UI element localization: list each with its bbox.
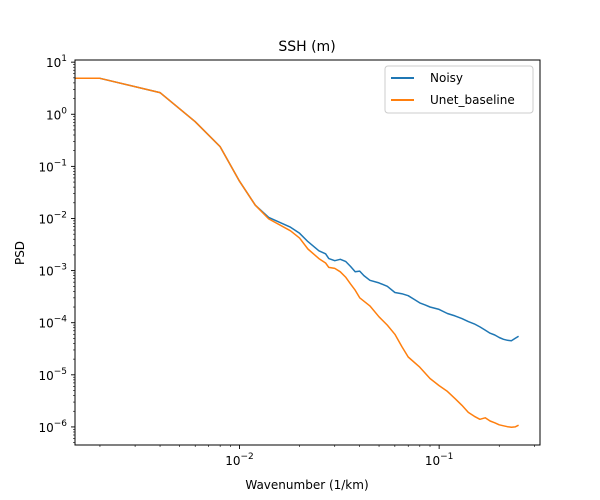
y-tick-label: 10−1 bbox=[38, 158, 67, 174]
y-axis-label: PSD bbox=[13, 241, 27, 265]
axes-frame bbox=[74, 59, 541, 446]
y-tick-label: 10−5 bbox=[38, 367, 67, 383]
x-tick-label: 10−2 bbox=[225, 452, 254, 468]
chart-title: SSH (m) bbox=[278, 39, 335, 55]
y-tick-label: 10−2 bbox=[38, 210, 67, 226]
legend-label-noisy: Noisy bbox=[430, 71, 463, 85]
plot-area: 10−2 10−1 10−6 10−5 10−4 10−3 10−2 10−1 100 101 bbox=[38, 54, 541, 468]
legend-box bbox=[384, 65, 534, 114]
series-line-unet-baseline bbox=[75, 77, 519, 428]
y-tick-label: 10−3 bbox=[38, 263, 67, 279]
x-axis-label: Wavenumber (1/km) bbox=[245, 478, 368, 492]
legend: Noisy Unet_baseline bbox=[384, 65, 534, 114]
x-axis-ticks: 10−2 10−1 bbox=[99, 445, 535, 468]
series-line-noisy bbox=[75, 77, 519, 342]
y-tick-label: 10−4 bbox=[38, 315, 67, 331]
y-tick-label: 10−6 bbox=[38, 419, 67, 435]
legend-label-unet-baseline: Unet_baseline bbox=[430, 93, 515, 107]
series-group bbox=[75, 77, 519, 428]
y-tick-label: 100 bbox=[46, 106, 67, 122]
y-tick-label: 101 bbox=[46, 54, 67, 70]
y-axis-ticks: 10−6 10−5 10−4 10−3 10−2 10−1 100 101 bbox=[38, 54, 75, 443]
x-tick-label: 10−1 bbox=[425, 452, 454, 468]
